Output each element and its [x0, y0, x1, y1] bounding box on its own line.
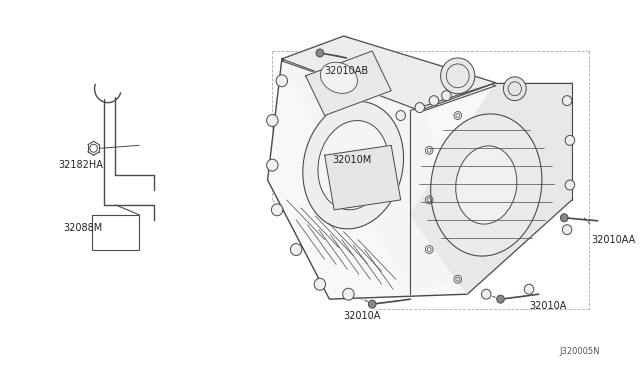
Ellipse shape — [456, 146, 517, 224]
Text: 32010A: 32010A — [344, 311, 381, 321]
Polygon shape — [282, 36, 496, 110]
Ellipse shape — [431, 114, 542, 256]
Text: 32088M: 32088M — [63, 223, 102, 233]
Circle shape — [565, 135, 575, 145]
Ellipse shape — [318, 121, 388, 210]
Text: 32182HA: 32182HA — [58, 160, 103, 170]
Polygon shape — [410, 83, 572, 294]
Circle shape — [267, 159, 278, 171]
Circle shape — [267, 115, 278, 126]
Polygon shape — [324, 145, 401, 210]
Circle shape — [276, 75, 287, 87]
Circle shape — [429, 96, 439, 106]
Text: J320005N: J320005N — [560, 347, 600, 356]
Bar — [92, 215, 140, 250]
Text: 32010A: 32010A — [529, 301, 566, 311]
Circle shape — [415, 103, 424, 113]
Circle shape — [271, 204, 283, 216]
Circle shape — [481, 289, 491, 299]
Circle shape — [316, 49, 324, 57]
Circle shape — [369, 300, 376, 308]
Circle shape — [524, 284, 534, 294]
Circle shape — [342, 288, 354, 300]
Text: 32010AA: 32010AA — [591, 235, 635, 245]
Ellipse shape — [303, 102, 404, 229]
Circle shape — [314, 278, 326, 290]
Text: 32010AB: 32010AB — [324, 66, 369, 76]
Polygon shape — [282, 36, 496, 110]
Circle shape — [440, 58, 475, 94]
Circle shape — [565, 180, 575, 190]
Circle shape — [504, 77, 526, 101]
Circle shape — [497, 295, 504, 303]
Circle shape — [561, 214, 568, 222]
Text: 32010M: 32010M — [332, 155, 371, 165]
Circle shape — [563, 96, 572, 106]
Polygon shape — [282, 61, 472, 289]
Polygon shape — [306, 51, 391, 116]
Circle shape — [442, 91, 451, 101]
Ellipse shape — [321, 62, 357, 93]
Circle shape — [563, 225, 572, 235]
Polygon shape — [268, 36, 572, 299]
Circle shape — [291, 244, 302, 256]
Circle shape — [396, 110, 406, 121]
